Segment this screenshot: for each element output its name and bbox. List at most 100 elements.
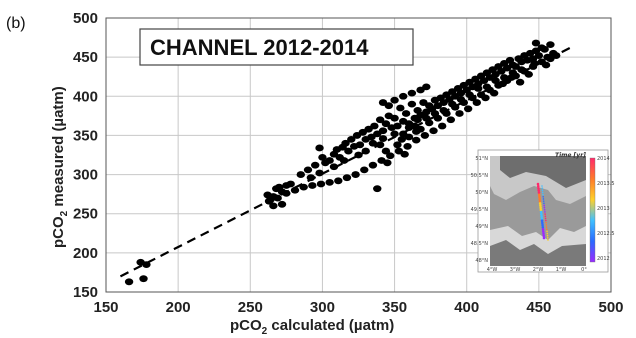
title-box	[139, 28, 414, 66]
inset-track-point	[543, 206, 546, 209]
x-tick-label: 450	[526, 299, 551, 316]
data-point	[524, 70, 533, 78]
inset-track-point	[547, 239, 549, 241]
data-point	[277, 200, 287, 208]
inset-lat-label: 50°N	[475, 190, 488, 196]
inset-track-point	[543, 202, 545, 205]
inset-colorbar-labels: 2014 2013.5 2013 2012.5 2012	[597, 156, 615, 262]
inset-track-point	[541, 228, 545, 231]
inset-map: Time [yr] 51°N 50.5°N 50°N 49.5°N 49°N 48.5°N…	[471, 149, 615, 273]
data-point	[282, 189, 291, 197]
data-point	[515, 78, 525, 86]
data-point	[459, 99, 469, 106]
inset-track-point	[539, 208, 543, 212]
inset-title: Time [yr]	[555, 152, 586, 159]
data-point	[370, 122, 379, 130]
inset-colorbar-label: 2012.5	[597, 231, 615, 237]
data-point	[368, 139, 378, 147]
data-point	[325, 157, 334, 164]
data-point	[316, 180, 326, 188]
data-point	[489, 89, 499, 97]
inset-track-point	[546, 230, 548, 233]
x-axis-label: pCO2 calculated (µatm)	[230, 317, 394, 337]
inset-ship-track	[536, 182, 549, 241]
data-point	[425, 119, 434, 127]
inset-track-point	[542, 234, 546, 238]
data-points	[124, 39, 561, 286]
data-point	[318, 153, 327, 161]
x-tick-label: 150	[93, 299, 118, 316]
data-point	[377, 157, 386, 164]
data-point	[390, 96, 399, 104]
inset-track-point	[542, 236, 546, 240]
data-point	[303, 166, 313, 174]
data-point	[481, 94, 490, 102]
inset-track-point	[542, 200, 545, 202]
data-point	[361, 147, 370, 155]
y-axis-label: pCO2 measured (µatm)	[50, 86, 70, 248]
inset-lat-label: 51°N	[475, 156, 488, 162]
data-point	[401, 110, 411, 117]
inset-track-point	[538, 202, 542, 205]
data-point	[351, 171, 360, 178]
y-tick-label: 350	[73, 127, 98, 144]
data-point	[381, 147, 391, 155]
inset-lon-labels: 4°W 3°W 2°W 1°W 0°	[487, 267, 588, 273]
inset-lon-label: 1°W	[556, 267, 567, 273]
inset-track-point	[538, 195, 541, 199]
x-tick-label: 350	[382, 299, 407, 316]
data-point	[325, 179, 334, 186]
x-tick-label: 250	[238, 299, 263, 316]
data-point	[394, 147, 404, 155]
inset-track-point	[542, 232, 545, 235]
data-point	[375, 116, 385, 124]
inset-track-point	[536, 182, 540, 186]
data-point	[381, 120, 391, 128]
data-point	[546, 55, 555, 63]
inset-lon-label: 4°W	[487, 267, 498, 273]
data-point	[534, 52, 544, 59]
inset-lon-label: 3°W	[510, 267, 521, 273]
inset-track-point	[543, 204, 545, 207]
inset-track-point	[543, 208, 546, 211]
data-point	[142, 261, 151, 268]
y-tick-label: 200	[73, 245, 98, 262]
x-axis-label-rest: calculated (µatm)	[267, 317, 394, 334]
data-point	[273, 194, 282, 202]
inset-track-point	[537, 187, 540, 190]
inset-track-point	[541, 230, 545, 233]
data-point	[403, 142, 412, 150]
data-point	[507, 74, 516, 81]
inset-track-point	[541, 191, 544, 194]
data-point	[334, 177, 343, 185]
data-point	[308, 182, 317, 189]
data-point	[422, 83, 431, 91]
inset-track-point	[544, 215, 547, 218]
inset-track-point	[546, 228, 548, 230]
data-point	[306, 174, 316, 182]
inset-track-point	[542, 196, 544, 198]
inset-lat-label: 48°N	[475, 258, 488, 264]
inset-track-point	[544, 213, 546, 215]
inset-land-north-dark	[500, 156, 586, 188]
inset-track-point	[541, 189, 544, 192]
data-point	[339, 157, 349, 164]
inset-track-point	[540, 215, 543, 218]
inset-track-point	[545, 221, 547, 224]
y-tick-labels: 150 200 250 300 350 400 450 500	[73, 10, 98, 301]
inset-track-point	[542, 193, 544, 196]
y-axis-label-sub: 2	[59, 210, 70, 216]
data-point	[342, 174, 352, 182]
chart-title: CHANNEL 2012-2014	[150, 35, 369, 60]
data-point	[355, 141, 365, 149]
data-point	[468, 94, 477, 102]
inset-track-point	[541, 225, 545, 229]
inset-track-point	[542, 198, 545, 200]
inset-track-point	[546, 232, 549, 235]
inset-track-point	[537, 193, 541, 197]
inset-lat-label: 48.5°N	[471, 241, 489, 247]
data-point	[433, 114, 443, 122]
data-point	[378, 127, 388, 135]
data-point	[264, 197, 274, 205]
